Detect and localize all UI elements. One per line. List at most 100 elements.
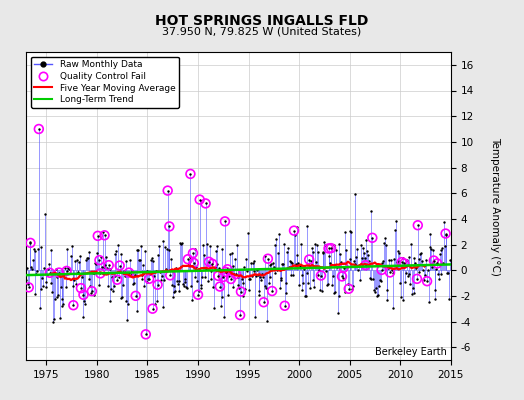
Point <box>106 298 115 305</box>
Point <box>252 273 260 280</box>
Point <box>52 294 61 300</box>
Point <box>294 260 302 266</box>
Point <box>322 268 330 274</box>
Point <box>32 271 40 277</box>
Point <box>232 271 240 277</box>
Point <box>250 268 259 274</box>
Point <box>123 317 132 324</box>
Point <box>359 250 368 256</box>
Point <box>182 283 190 290</box>
Point <box>375 283 383 289</box>
Point <box>146 271 154 277</box>
Point <box>354 267 362 274</box>
Point <box>141 331 150 338</box>
Point <box>124 301 132 307</box>
Point <box>205 242 214 249</box>
Point <box>194 292 202 298</box>
Point <box>298 286 306 293</box>
Point <box>408 291 416 297</box>
Point <box>338 273 346 280</box>
Point <box>323 282 331 288</box>
Point <box>44 266 52 273</box>
Point <box>51 266 60 272</box>
Point <box>236 312 244 318</box>
Point <box>212 248 220 254</box>
Point <box>187 283 195 290</box>
Point <box>183 285 191 291</box>
Point <box>219 274 227 280</box>
Point <box>176 240 184 246</box>
Point <box>71 258 79 265</box>
Point <box>366 276 375 283</box>
Point <box>162 246 171 252</box>
Point <box>398 255 407 261</box>
Point <box>401 279 409 286</box>
Point <box>413 222 422 228</box>
Point <box>134 247 143 253</box>
Point <box>392 258 401 265</box>
Point <box>59 300 68 307</box>
Point <box>50 316 58 322</box>
Point <box>190 260 198 266</box>
Point <box>191 274 200 280</box>
Point <box>301 293 309 300</box>
Point <box>266 273 275 280</box>
Point <box>443 270 452 276</box>
Point <box>215 264 223 271</box>
Point <box>208 260 216 267</box>
Point <box>398 259 406 265</box>
Point <box>42 284 51 290</box>
Point <box>302 292 310 299</box>
Point <box>111 250 119 257</box>
Point <box>90 292 99 298</box>
Point <box>381 235 389 241</box>
Point <box>237 276 246 282</box>
Point <box>321 242 330 248</box>
Point <box>295 282 303 288</box>
Point <box>203 241 212 247</box>
Point <box>132 293 140 299</box>
Point <box>214 273 222 279</box>
Point <box>340 264 348 271</box>
Point <box>345 286 353 292</box>
Point <box>94 281 103 288</box>
Point <box>76 253 84 259</box>
Point <box>243 268 251 274</box>
Point <box>139 261 147 268</box>
Point <box>101 262 110 268</box>
Point <box>30 248 39 255</box>
Point <box>47 280 56 286</box>
Point <box>199 242 208 248</box>
Point <box>166 272 174 278</box>
Point <box>304 280 312 286</box>
Point <box>305 256 313 263</box>
Point <box>96 270 104 276</box>
Legend: Raw Monthly Data, Quality Control Fail, Five Year Moving Average, Long-Term Tren: Raw Monthly Data, Quality Control Fail, … <box>31 56 179 108</box>
Point <box>280 302 289 309</box>
Point <box>58 296 67 302</box>
Point <box>137 243 145 249</box>
Point <box>95 257 104 263</box>
Point <box>412 265 420 272</box>
Point <box>213 261 222 267</box>
Point <box>291 232 299 238</box>
Point <box>377 267 386 273</box>
Point <box>275 230 283 237</box>
Point <box>386 269 394 276</box>
Point <box>233 242 241 248</box>
Point <box>130 272 139 278</box>
Point <box>83 255 91 261</box>
Point <box>64 265 72 271</box>
Point <box>29 246 38 252</box>
Point <box>249 258 258 264</box>
Point <box>440 219 448 225</box>
Point <box>290 228 298 234</box>
Point <box>98 264 106 270</box>
Point <box>125 270 133 276</box>
Point <box>256 274 265 280</box>
Point <box>151 301 159 307</box>
Point <box>45 261 53 267</box>
Point <box>368 234 377 241</box>
Point <box>269 260 277 266</box>
Point <box>244 230 252 236</box>
